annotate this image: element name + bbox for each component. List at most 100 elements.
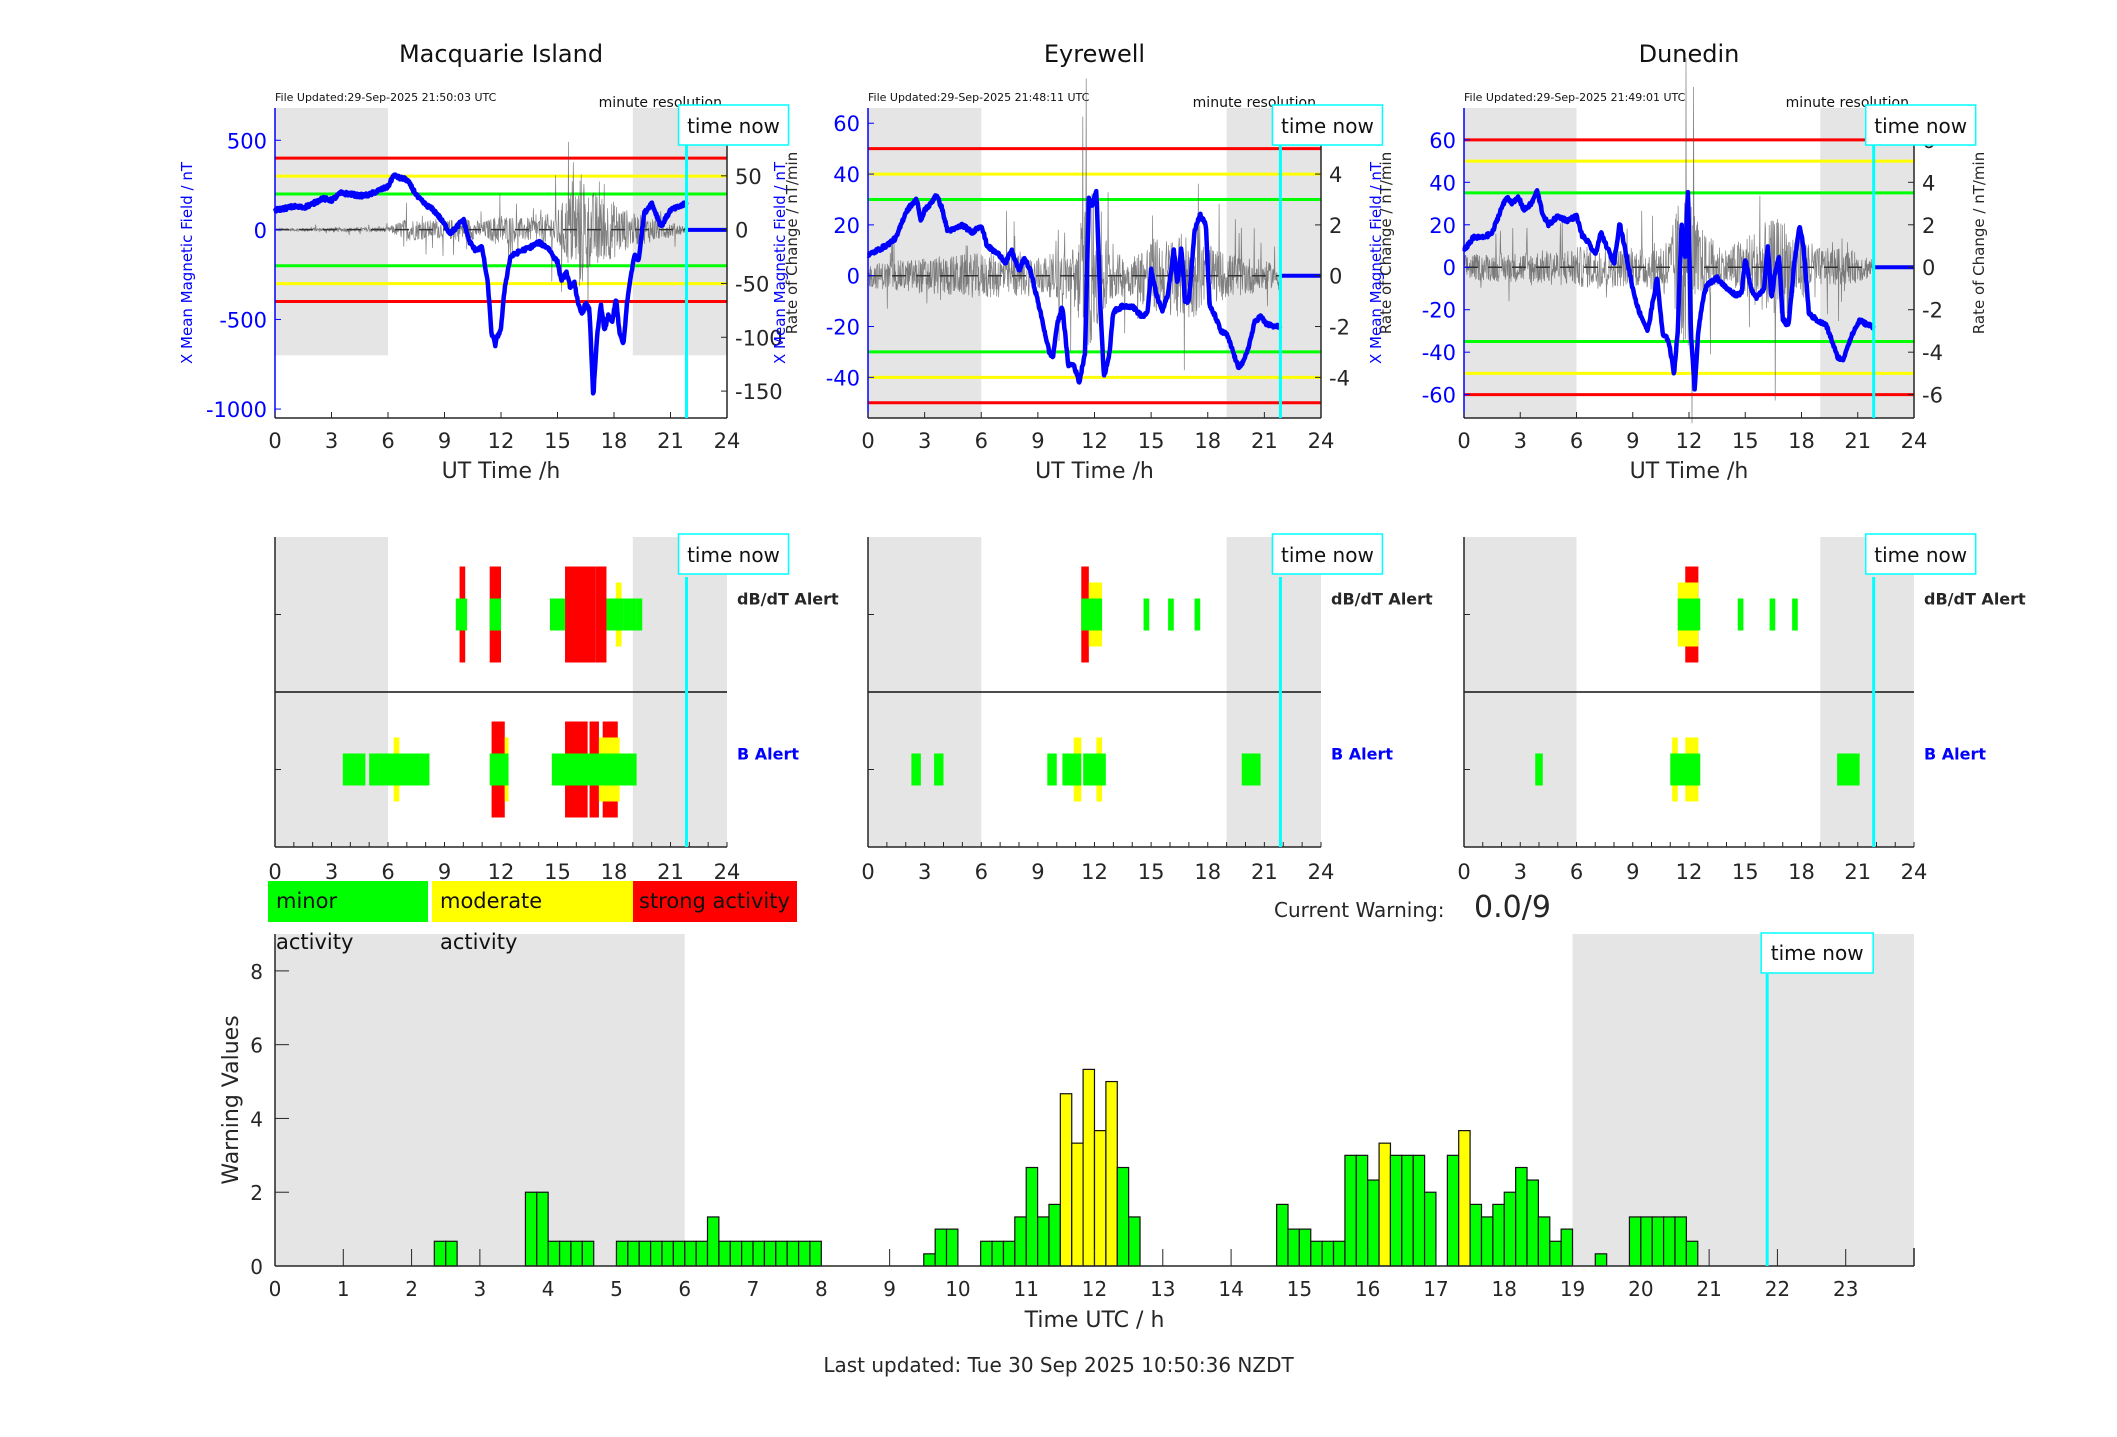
y-tick-label-left: -20 bbox=[826, 316, 860, 340]
x-axis-label: UT Time /h bbox=[442, 459, 561, 484]
alert-panel-eyrewell: 0 3 6 9 12 15 18 21 24 dB/dT Alert B Alert time now bbox=[861, 533, 1433, 884]
last-updated: Last updated: Tue 30 Sep 2025 10:50:36 N… bbox=[823, 1353, 1294, 1377]
time-now-box bbox=[677, 533, 790, 575]
warning-bar bbox=[433, 1240, 447, 1267]
warning-bar bbox=[1674, 1216, 1687, 1267]
y-axis-label-right: Rate of Change / nT/min bbox=[783, 152, 801, 334]
x-tick-label: 18 bbox=[601, 860, 628, 884]
panel-dunedin: Dunedin File Updated:29-Sep-2025 21:49:01… bbox=[1367, 40, 1988, 484]
b-alert-block-minor bbox=[911, 753, 921, 786]
y-tick-label-right: 4 bbox=[1922, 171, 1935, 195]
warning-bar bbox=[797, 1240, 811, 1267]
b-alert-block-minor bbox=[1535, 753, 1543, 786]
alert-panel-macquarie: 0 3 6 9 12 15 18 21 24 dB/dT Alert B Alert time now bbox=[268, 533, 839, 884]
b-alert-label: B Alert bbox=[1331, 745, 1393, 764]
y-tick-label: 0 bbox=[250, 1255, 263, 1279]
b-alert-block-minor bbox=[369, 753, 430, 786]
warning-bar bbox=[1276, 1203, 1289, 1267]
file-updated: File Updated:29-Sep-2025 21:50:03 UTC bbox=[275, 91, 497, 104]
x-tick-label: 15 bbox=[544, 429, 571, 453]
warning-bar bbox=[752, 1240, 766, 1267]
x-tick-label: 13 bbox=[1150, 1277, 1175, 1301]
warning-bar bbox=[684, 1240, 697, 1267]
y-tick-label-left: -20 bbox=[1422, 299, 1456, 323]
x-tick-label: 18 bbox=[1492, 1277, 1517, 1301]
warning-bar bbox=[741, 1240, 754, 1267]
b-alert-label: B Alert bbox=[737, 745, 799, 764]
y-axis-label-right: Rate of Change / nT/min bbox=[1970, 152, 1988, 334]
x-tick-label: 9 bbox=[883, 1277, 896, 1301]
night-shade bbox=[275, 934, 685, 1266]
warning-bar bbox=[945, 1228, 959, 1267]
x-tick-label: 18 bbox=[1194, 429, 1221, 453]
warning-bar bbox=[1071, 1142, 1084, 1267]
time-now-box bbox=[1760, 932, 1874, 974]
y-tick-label-left: 0 bbox=[1443, 256, 1456, 280]
warning-bar bbox=[1594, 1253, 1608, 1267]
y-tick-label-left: -60 bbox=[1422, 384, 1456, 408]
warning-bar bbox=[1560, 1228, 1574, 1267]
x-tick-label: 18 bbox=[1788, 429, 1815, 453]
x-tick-label: 9 bbox=[1626, 429, 1639, 453]
warning-bar bbox=[547, 1240, 561, 1267]
warning-bar bbox=[1059, 1093, 1073, 1267]
warning-bar bbox=[695, 1240, 709, 1267]
warning-bar bbox=[1549, 1240, 1562, 1267]
station-title: Dunedin bbox=[1639, 40, 1740, 68]
warning-bar bbox=[1332, 1240, 1346, 1267]
y-tick-label-left: 40 bbox=[833, 163, 860, 187]
x-tick-label: 12 bbox=[1082, 1277, 1107, 1301]
dbdt-alert-block-minor bbox=[549, 598, 566, 631]
warning-bar bbox=[934, 1228, 948, 1267]
x-tick-label: 7 bbox=[747, 1277, 760, 1301]
warning-bar bbox=[1628, 1216, 1642, 1267]
x-tick-label: 15 bbox=[1138, 860, 1165, 884]
x-tick-label: 3 bbox=[918, 860, 931, 884]
x-tick-label: 15 bbox=[1287, 1277, 1312, 1301]
x-tick-label: 16 bbox=[1355, 1277, 1380, 1301]
y-tick-label: 4 bbox=[250, 1107, 263, 1131]
x-tick-label: 0 bbox=[1457, 429, 1470, 453]
y-tick-label-left: -40 bbox=[826, 366, 860, 390]
warning-bar bbox=[1685, 1240, 1699, 1267]
dbdt-alert-block-minor bbox=[1194, 598, 1201, 631]
file-updated: File Updated:29-Sep-2025 21:48:11 UTC bbox=[868, 91, 1090, 104]
x-tick-label: 9 bbox=[438, 860, 451, 884]
warning-bar bbox=[1401, 1154, 1414, 1267]
warning-bar bbox=[809, 1240, 822, 1267]
warning-bar bbox=[1412, 1154, 1426, 1267]
dbdt-alert-block-minor bbox=[489, 598, 501, 631]
y-tick-label-right: 0 bbox=[1922, 256, 1935, 280]
warning-bar bbox=[1423, 1191, 1437, 1267]
y-tick-label-right: -2 bbox=[1329, 316, 1350, 340]
x-tick-label: 20 bbox=[1628, 1277, 1653, 1301]
dbdt-alert-block-minor bbox=[455, 598, 468, 631]
warning-bar bbox=[763, 1240, 777, 1267]
field-line bbox=[866, 188, 1283, 385]
x-tick-label: 21 bbox=[1251, 860, 1278, 884]
x-tick-label: 21 bbox=[1844, 860, 1871, 884]
dbdt-alert-block-minor bbox=[1792, 598, 1798, 631]
warning-bar bbox=[729, 1240, 743, 1267]
field-line bbox=[272, 172, 689, 396]
warning-bar bbox=[581, 1240, 595, 1267]
warning-bar bbox=[923, 1253, 936, 1267]
warning-bar bbox=[627, 1240, 640, 1267]
x-tick-label: 8 bbox=[815, 1277, 828, 1301]
warning-bar bbox=[1446, 1154, 1460, 1267]
dbdt-alert-block-minor bbox=[630, 598, 637, 631]
warning-bar bbox=[1128, 1216, 1141, 1267]
y-tick-label-right: -150 bbox=[735, 380, 783, 404]
y-tick-label-right: -50 bbox=[735, 272, 769, 296]
warning-bar bbox=[1116, 1166, 1130, 1267]
time-now-label: time now bbox=[1771, 941, 1864, 965]
night-shade bbox=[1572, 934, 1914, 1266]
x-tick-label: 23 bbox=[1833, 1277, 1858, 1301]
y-axis-label-right: Rate of Change / nT/min bbox=[1377, 152, 1395, 334]
warning-bar bbox=[706, 1216, 720, 1267]
warning-bar bbox=[650, 1240, 663, 1267]
b-alert-label: B Alert bbox=[1924, 745, 1986, 764]
y-tick-label-right: 50 bbox=[735, 165, 762, 189]
x-tick-label: 6 bbox=[975, 429, 988, 453]
